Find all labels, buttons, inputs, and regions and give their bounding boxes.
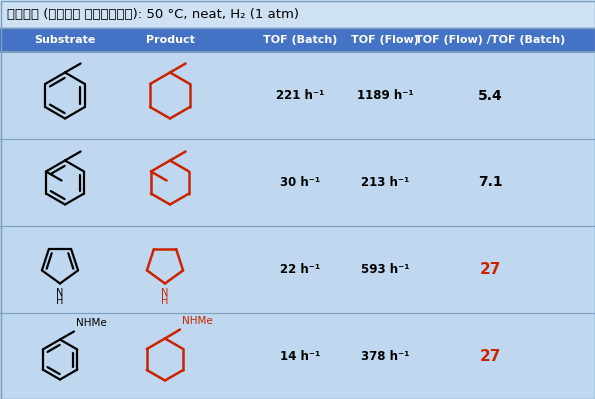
Text: Substrate: Substrate (35, 35, 96, 45)
Text: TOF (Batch): TOF (Batch) (263, 35, 337, 45)
Text: TOF (Flow) /TOF (Batch): TOF (Flow) /TOF (Batch) (415, 35, 565, 45)
Text: 378 h⁻¹: 378 h⁻¹ (361, 350, 409, 363)
Text: Product: Product (146, 35, 195, 45)
Text: 27: 27 (480, 262, 500, 277)
Text: 22 h⁻¹: 22 h⁻¹ (280, 263, 320, 276)
Text: N: N (57, 288, 64, 298)
Text: TOF (Flow): TOF (Flow) (351, 35, 419, 45)
Text: 反応条件 (バッチ， フロー系共に): 50 °C, neat, H₂ (1 atm): 反応条件 (バッチ， フロー系共に): 50 °C, neat, H₂ (1 a… (7, 8, 299, 20)
Text: 7.1: 7.1 (478, 176, 502, 190)
Text: 5.4: 5.4 (478, 89, 502, 103)
Bar (0, 226, 595, 313)
Text: 1189 h⁻¹: 1189 h⁻¹ (356, 89, 414, 102)
Bar (0, 313, 595, 399)
Text: 213 h⁻¹: 213 h⁻¹ (361, 176, 409, 189)
Text: NHMe: NHMe (182, 316, 213, 326)
Bar (0, 28, 595, 52)
Text: H: H (57, 296, 64, 306)
Text: 30 h⁻¹: 30 h⁻¹ (280, 176, 320, 189)
Text: 14 h⁻¹: 14 h⁻¹ (280, 350, 320, 363)
Text: 593 h⁻¹: 593 h⁻¹ (361, 263, 409, 276)
Text: 221 h⁻¹: 221 h⁻¹ (276, 89, 324, 102)
Bar (0, 0, 595, 28)
Text: NHMe: NHMe (76, 318, 107, 328)
Text: 27: 27 (480, 349, 500, 364)
Bar (0, 139, 595, 226)
Text: N: N (161, 288, 169, 298)
Text: H: H (161, 296, 169, 306)
Bar (0, 52, 595, 139)
